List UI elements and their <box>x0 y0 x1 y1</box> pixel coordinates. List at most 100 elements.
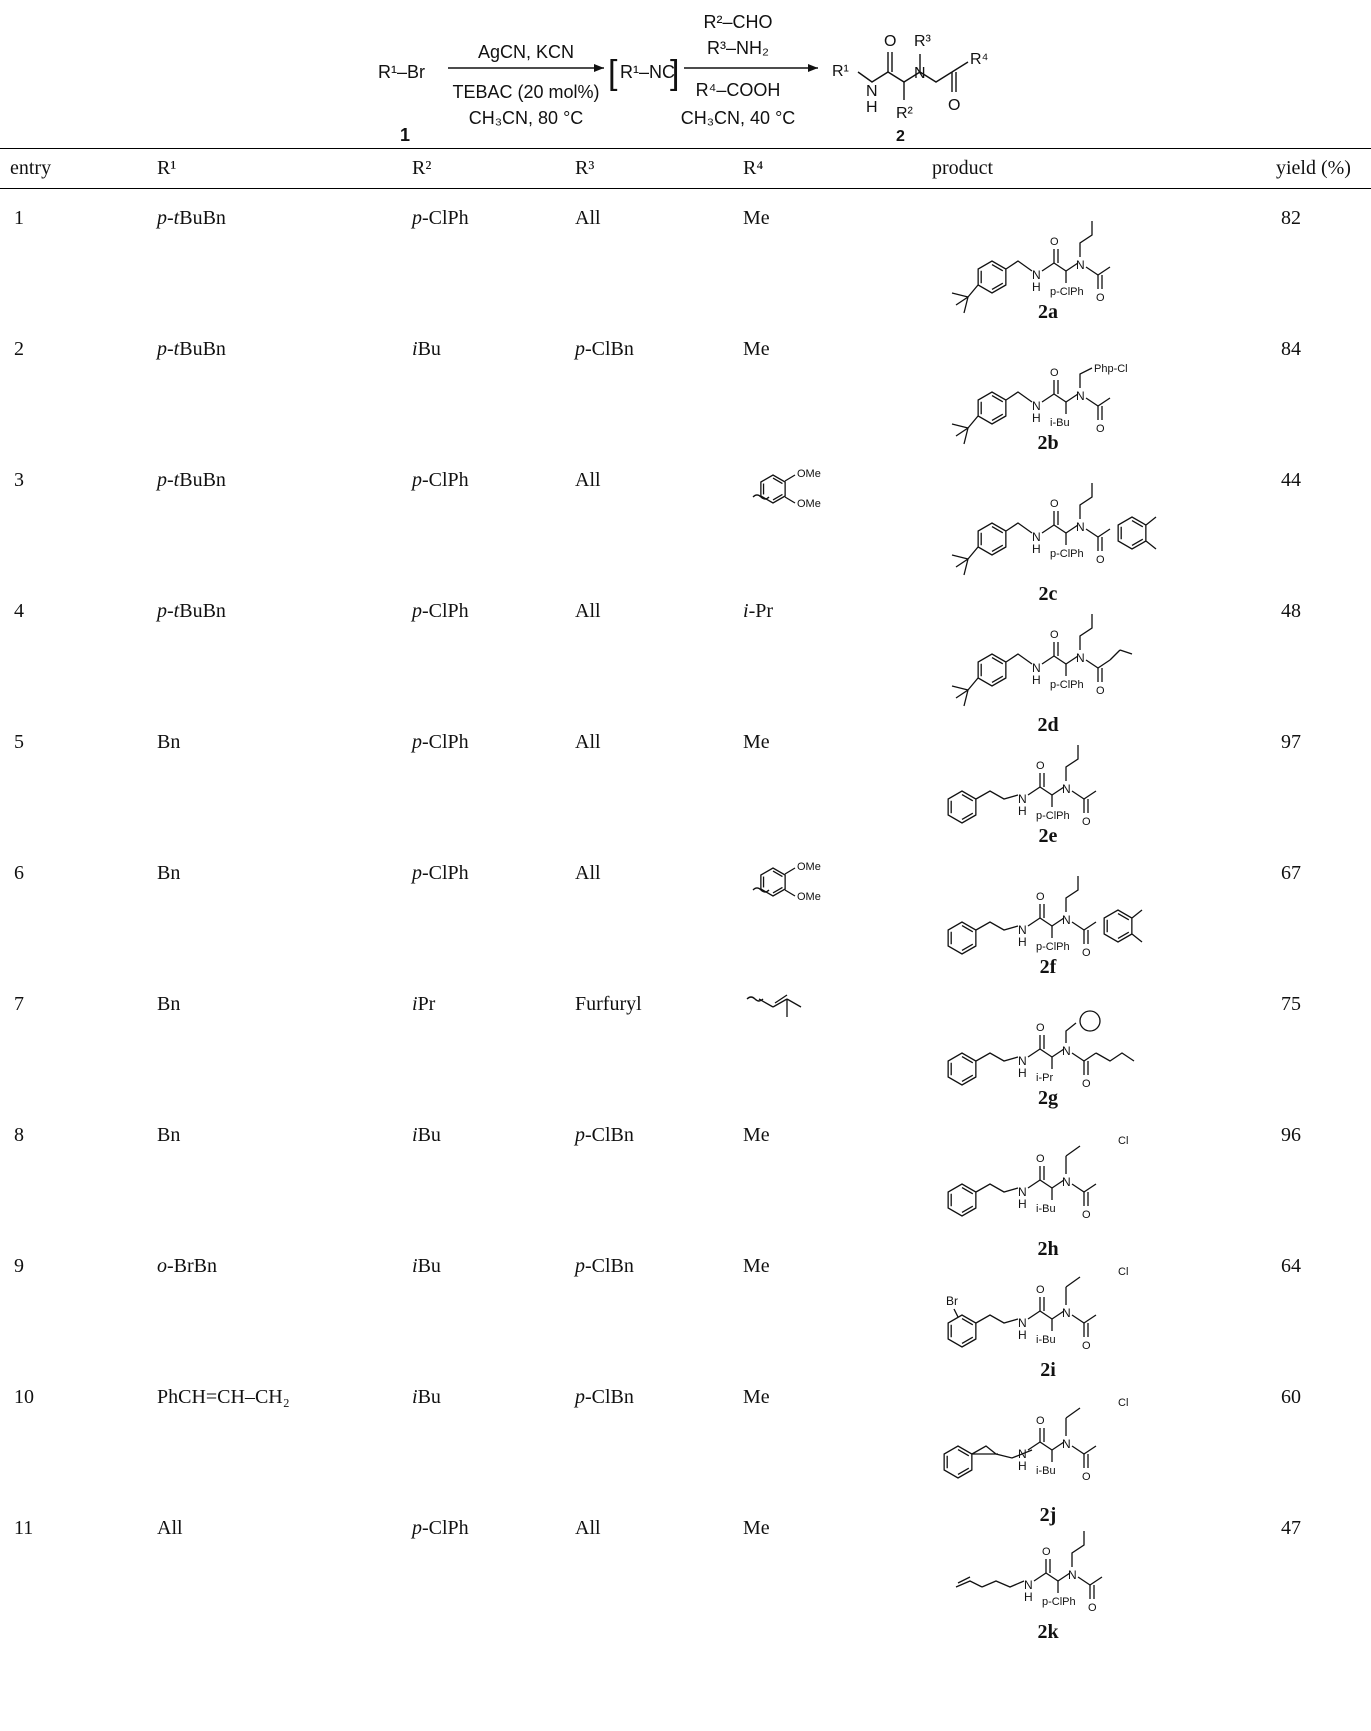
svg-text:p-ClPh: p-ClPh <box>1036 810 1070 822</box>
generic-n: N <box>914 65 926 82</box>
svg-text:O: O <box>1096 423 1105 435</box>
r2-cell: iBu <box>412 1386 441 1408</box>
step2-aldehyde: R²–CHO <box>703 12 772 32</box>
generic-r2: R² <box>896 105 914 122</box>
r1-cell: Bn <box>157 862 181 884</box>
r4-cell: Me <box>743 1124 770 1146</box>
r2-cell: p-ClPh <box>412 1517 469 1539</box>
svg-text:O: O <box>1082 816 1091 828</box>
step1-catalyst: TEBAC (20 mol%) <box>452 82 599 102</box>
header-r4: R⁴ <box>743 157 764 179</box>
r3-cell: p-ClBn <box>575 1255 634 1277</box>
r4-cell: Me <box>743 207 770 229</box>
svg-text:N: N <box>1062 782 1071 796</box>
entry-cell: 10 <box>14 1386 34 1408</box>
svg-text:N: N <box>1018 1447 1027 1461</box>
entry-cell: 3 <box>14 469 24 491</box>
svg-text:Cl: Cl <box>1118 1397 1128 1409</box>
r3-cell: All <box>575 862 601 884</box>
r3-cell: p-ClBn <box>575 1386 634 1408</box>
svg-text:H: H <box>1032 411 1041 425</box>
reaction-scheme: R¹–Br 1 AgCN, KCN TEBAC (20 mol%) CH₃CN,… <box>378 12 989 145</box>
table-top-rule <box>0 148 1371 149</box>
svg-text:N: N <box>1032 268 1041 282</box>
header-r2: R² <box>412 157 432 179</box>
svg-text:O: O <box>1096 554 1105 566</box>
svg-text:OMe: OMe <box>797 498 821 510</box>
r4-cell: i-Pr <box>743 600 774 622</box>
svg-text:N: N <box>1068 1568 1077 1582</box>
product-label: 2i <box>1040 1359 1056 1381</box>
svg-text:OMe: OMe <box>797 861 821 873</box>
r4-cell: Me <box>743 731 770 753</box>
r2-cell: p-ClPh <box>412 731 469 753</box>
step1-conditions: CH₃CN, 80 °C <box>469 108 584 128</box>
svg-text:H: H <box>1032 542 1041 556</box>
r2-cell: p-ClPh <box>412 207 469 229</box>
svg-text:i-Bu: i-Bu <box>1036 1334 1056 1346</box>
generic-product-structure <box>857 52 969 100</box>
product-label: 2e <box>1038 825 1058 847</box>
r2-cell: iBu <box>412 338 441 360</box>
yield-cell: 60 <box>1281 1386 1301 1408</box>
generic-nh-h: H <box>866 99 878 116</box>
svg-text:N: N <box>1018 1054 1027 1068</box>
entry-cell: 5 <box>14 731 24 753</box>
svg-text:N: N <box>1062 1306 1071 1320</box>
svg-text:N: N <box>1032 399 1041 413</box>
right-bracket: ] <box>670 54 679 92</box>
generic-o1: O <box>884 33 896 50</box>
product-label: 2k <box>1037 1621 1059 1643</box>
svg-text:H: H <box>1018 804 1027 818</box>
svg-text:N: N <box>1076 258 1085 272</box>
header-r3: R³ <box>575 157 595 179</box>
reactant-number: 1 <box>400 125 410 145</box>
svg-text:Br: Br <box>946 1294 958 1308</box>
svg-text:OMe: OMe <box>797 891 821 903</box>
svg-text:N: N <box>1062 1175 1071 1189</box>
svg-text:i-Bu: i-Bu <box>1050 417 1070 429</box>
r3-cell: All <box>575 469 601 491</box>
yield-cell: 82 <box>1281 207 1301 229</box>
step2-conditions: CH₃CN, 40 °C <box>681 108 796 128</box>
svg-text:N: N <box>1032 661 1041 675</box>
r3-cell: All <box>575 731 601 753</box>
svg-text:N: N <box>1076 520 1085 534</box>
r4-cell: OMe OMe <box>743 459 853 525</box>
svg-text:p-ClPh: p-ClPh <box>1050 679 1084 691</box>
r1-cell: p-tBuBn <box>157 207 226 229</box>
r2-cell: p-ClPh <box>412 862 469 884</box>
entry-cell: 2 <box>14 338 24 360</box>
svg-text:H: H <box>1032 673 1041 687</box>
product-label: 2d <box>1037 714 1059 736</box>
svg-text:H: H <box>1018 1459 1027 1473</box>
step1-reagents: AgCN, KCN <box>478 42 574 62</box>
svg-text:H: H <box>1032 280 1041 294</box>
entry-cell: 7 <box>14 993 24 1015</box>
svg-text:O: O <box>1082 1471 1091 1483</box>
r2-cell: iBu <box>412 1124 441 1146</box>
r1-cell: Bn <box>157 731 181 753</box>
step1-arrowhead <box>594 64 604 72</box>
svg-text:O: O <box>1096 685 1105 697</box>
r4-cell: Me <box>743 1517 770 1539</box>
r4-cell: OMe OMe <box>743 852 853 918</box>
product-label: 2j <box>1039 1504 1057 1526</box>
r4-cell: Me <box>743 338 770 360</box>
svg-text:O: O <box>1036 1415 1045 1427</box>
entry-cell: 9 <box>14 1255 24 1277</box>
svg-text:N: N <box>1018 923 1027 937</box>
svg-text:i-Pr: i-Pr <box>1036 1072 1053 1084</box>
reactant-formula: R¹–Br <box>378 62 425 82</box>
entry-cell: 6 <box>14 862 24 884</box>
header-product: product <box>932 157 994 179</box>
yield-cell: 67 <box>1281 862 1301 884</box>
product-label: 2a <box>1038 301 1058 323</box>
svg-text:H: H <box>1018 935 1027 949</box>
generic-nh: N <box>866 83 878 100</box>
product-label: 2g <box>1038 1087 1058 1109</box>
